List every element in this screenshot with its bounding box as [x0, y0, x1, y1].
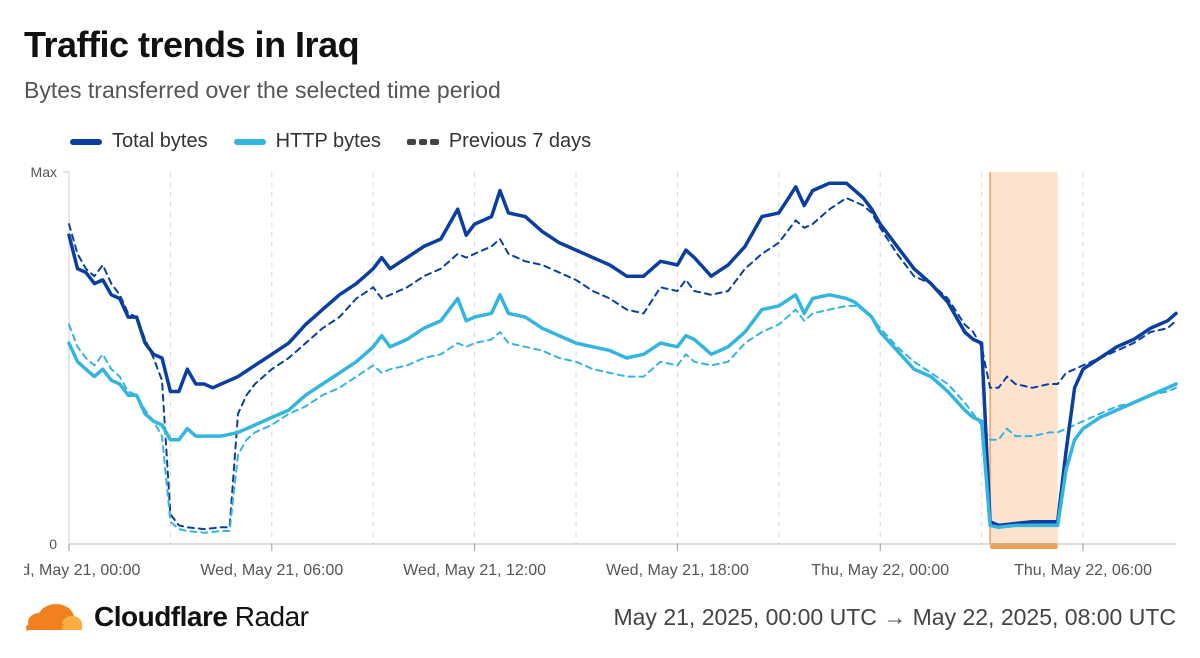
x-tick-label: Thu, May 22, 00:00	[811, 562, 949, 579]
legend-swatch-http	[233, 138, 266, 145]
legend-item-previous-7-days[interactable]: Previous 7 days	[406, 130, 592, 153]
time-period: May 21, 2025, 00:00 UTC → May 22, 2025, …	[613, 604, 1176, 630]
series-previous-line	[68, 197, 1177, 531]
legend-label-http: HTTP bytes	[275, 130, 381, 152]
y-label-zero: 0	[49, 536, 57, 552]
cloud-icon	[26, 604, 82, 633]
series-previous-line	[68, 304, 1177, 534]
page-title: Traffic trends in Iraq	[24, 24, 360, 65]
cloudflare-radar-logo: Cloudflare Radar	[22, 600, 309, 634]
legend-swatch-total	[70, 138, 102, 145]
traffic-chart[interactable]: Max 0 Wed, May 21, 00:00 Wed, May 21, 06:00…	[0, 160, 1200, 590]
grid-lines	[169, 172, 1084, 544]
x-tick-label: Wed, May 21, 18:00	[606, 562, 749, 579]
chart-legend: Total bytes HTTP bytes Previous 7 days	[70, 130, 591, 153]
legend-item-total-bytes[interactable]: Total bytes	[70, 130, 208, 153]
legend-swatch-previous	[406, 138, 439, 145]
x-tick-label: Wed, May 21, 06:00	[200, 562, 343, 579]
highlight-region	[989, 172, 1058, 549]
brand-name: Cloudflare Radar	[94, 601, 309, 632]
x-tick-label: Wed, May 21, 12:00	[403, 562, 546, 579]
legend-label-total: Total bytes	[112, 130, 208, 152]
y-label-max: Max	[31, 164, 57, 180]
x-tick-label: Thu, May 22, 06:00	[1014, 562, 1152, 579]
axis-labels: Max 0 Wed, May 21, 00:00 Wed, May 21, 06:00…	[0, 164, 1152, 579]
x-tick-label: Wed, May 21, 00:00	[0, 562, 141, 579]
chart-series	[67, 181, 1178, 534]
series-line	[67, 293, 1178, 530]
highlight-band	[990, 172, 1058, 544]
page-subtitle: Bytes transferred over the selected time…	[24, 77, 501, 103]
legend-label-previous: Previous 7 days	[448, 130, 592, 152]
legend-item-http-bytes[interactable]: HTTP bytes	[233, 130, 381, 153]
